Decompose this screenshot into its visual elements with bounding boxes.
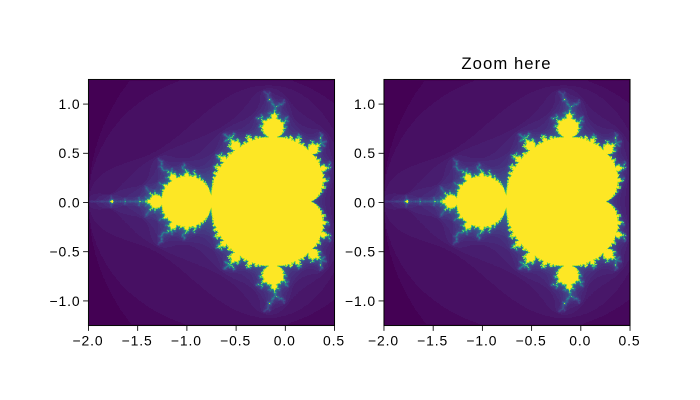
svg-text:−1.0: −1.0 — [466, 333, 497, 349]
svg-text:−2.0: −2.0 — [72, 333, 103, 349]
svg-text:−0.5: −0.5 — [49, 244, 80, 260]
svg-text:0.5: 0.5 — [354, 145, 376, 161]
svg-text:−1.0: −1.0 — [345, 293, 376, 309]
svg-text:−1.5: −1.5 — [417, 333, 448, 349]
svg-text:1.0: 1.0 — [58, 96, 80, 112]
svg-text:−1.0: −1.0 — [171, 333, 202, 349]
svg-text:0.5: 0.5 — [58, 145, 80, 161]
svg-text:0.0: 0.0 — [354, 194, 376, 210]
svg-text:0.0: 0.0 — [58, 194, 80, 210]
svg-text:1.0: 1.0 — [354, 96, 376, 112]
svg-text:−0.5: −0.5 — [220, 333, 251, 349]
svg-text:−0.5: −0.5 — [345, 244, 376, 260]
svg-text:−0.5: −0.5 — [516, 333, 547, 349]
svg-text:0.0: 0.0 — [274, 333, 296, 349]
svg-text:Zoom here: Zoom here — [461, 54, 551, 73]
svg-text:0.5: 0.5 — [619, 333, 641, 349]
svg-text:−1.5: −1.5 — [122, 333, 153, 349]
svg-text:0.0: 0.0 — [569, 333, 591, 349]
svg-text:0.5: 0.5 — [323, 333, 345, 349]
svg-text:−1.0: −1.0 — [49, 293, 80, 309]
svg-text:−2.0: −2.0 — [368, 333, 399, 349]
